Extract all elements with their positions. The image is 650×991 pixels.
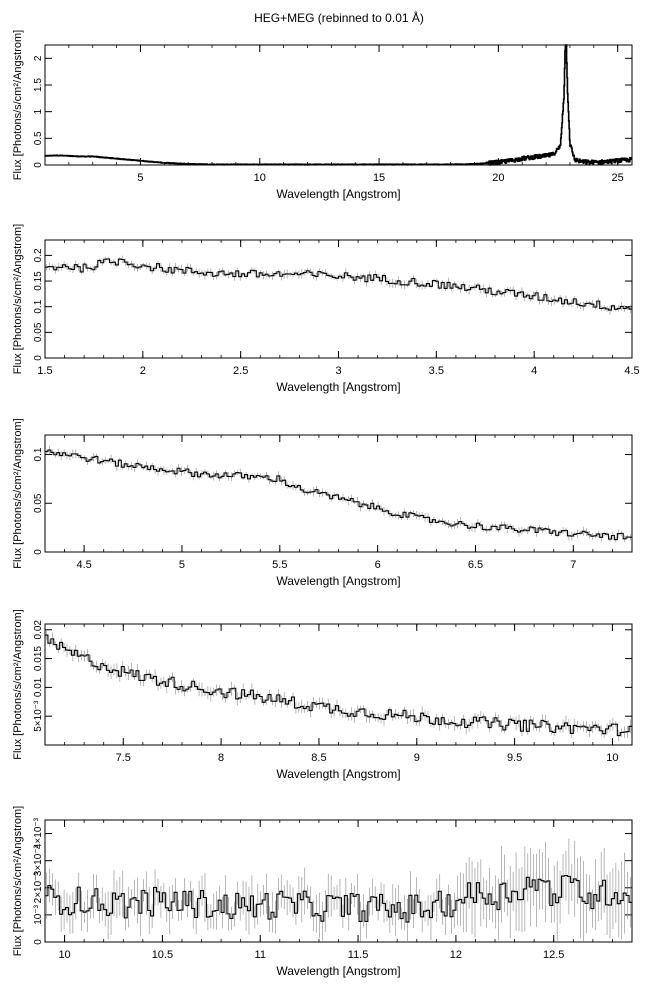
x-tick-label: 12 [450,949,462,961]
x-tick-label: 15 [373,172,385,184]
x-tick-label: 2 [140,365,146,377]
y-tick-label: 10⁻³ [33,904,44,924]
y-tick-label: 0 [33,162,44,168]
spectrum-figure: HEG+MEG (rebinned to 0.01 Å) 5 10 15 20 2500… [0,0,650,991]
y-tick-label: 0.02 [33,620,44,640]
x-tick-label: 10 [254,172,266,184]
x-tick-label: 4 [531,365,537,377]
figure-title: HEG+MEG (rebinned to 0.01 Å) [254,10,424,25]
y-tick-label: 0.5 [33,131,44,145]
panel-4: 7.5 8 8.5 9 9.5 10 5×10⁻³ 0.01 0.015 0.02 Waveleng… [12,609,632,781]
error-bars [46,256,630,315]
x-axis-label: Wavelength [Angstrom] [276,767,400,781]
y-tick-label: 0 [33,939,44,945]
x-axis-label: Wavelength [Angstrom] [276,380,400,394]
x-tick-label: 6 [375,559,381,571]
x-tick-label: 10.5 [152,949,173,961]
x-tick-label: 10 [606,752,618,764]
x-tick-label: 4.5 [624,365,639,377]
x-tick-label: 4.5 [76,559,91,571]
x-tick-label: 10 [58,949,70,961]
x-tick-label: 7.5 [116,752,131,764]
x-tick-label: 1.5 [37,365,52,377]
y-tick-label: 1.5 [33,78,44,92]
x-tick-label: 12.5 [543,949,564,961]
y-tick-label: 0.1 [33,447,44,461]
y-axis-label: Flux [Photons/s/cm²/Angstrom] [12,418,24,568]
x-axis-label: Wavelength [Angstrom] [276,964,400,978]
x-tick-label: 7 [570,559,576,571]
panel-2: 1.5 2 2.5 3 3.5 4 4.5 0 0.05 0.1 0.15 0.2 Wavelength… [12,224,640,394]
x-axis-label: Wavelength [Angstrom] [276,574,400,588]
y-axis-label: Flux [Photons/s/cm²/Angstrom] [12,224,24,374]
x-tick-label: 2.5 [233,365,248,377]
x-tick-label: 5 [137,172,143,184]
panel-1: 5 10 15 20 25 0 0.5 1 1.5 2 Wavelength [Angstrom] F… [12,30,632,201]
spectrum-line [45,259,632,310]
error-bars [46,838,630,942]
y-tick-label: 0.05 [33,322,44,342]
x-tick-label: 8 [218,752,224,764]
y-tick-label: 0.15 [33,271,44,291]
y-tick-label: 0 [33,549,44,555]
x-tick-label: 9 [414,752,420,764]
panel-5: 10 10.5 11 11.5 12 12.5010⁻³2×10⁻³3×10⁻³4×10⁻… [12,806,632,978]
y-axis-label: Flux [Photons/s/cm²/Angstrom] [12,609,24,759]
x-tick-label: 6.5 [468,559,483,571]
x-tick-label: 25 [612,172,624,184]
x-tick-label: 5.5 [272,559,287,571]
y-tick-label: 0.01 [33,677,44,697]
y-tick-label: 0.2 [33,248,44,262]
x-tick-label: 3.5 [429,365,444,377]
y-tick-label: 0.1 [33,299,44,313]
plot-frame [45,435,632,552]
y-tick-label: 0 [33,355,44,361]
y-tick-label: 0.015 [33,646,44,671]
y-tick-label: 5×10⁻³ [33,700,44,732]
y-tick-label: 0.05 [33,493,44,513]
y-axis-label: Flux [Photons/s/cm²/Angstrom] [12,806,24,956]
x-tick-label: 20 [492,172,504,184]
spectrum-line [45,45,632,165]
x-tick-label: 8.5 [311,752,326,764]
x-tick-label: 3 [335,365,341,377]
x-tick-label: 5 [179,559,185,571]
y-axis-label: Flux [Photons/s/cm²/Angstrom] [12,30,24,180]
plot-frame [45,624,632,745]
spectrum-line [45,635,632,735]
error-bars [46,445,630,542]
spectrum-line [45,876,632,923]
y-tick-label: 4×10⁻³ [33,817,44,849]
x-tick-label: 11 [255,949,266,961]
error-bars [46,630,630,741]
plot-frame [45,45,632,165]
y-tick-label: 2 [33,55,44,61]
y-tick-label: 1 [33,108,44,114]
spectrum-line [45,450,632,540]
panel-3: 4.5 5 5.5 6 6.5 7 0 0.05 0.1 Wavelength [Angstrom… [12,418,632,588]
x-tick-label: 9.5 [507,752,522,764]
x-tick-label: 11.5 [348,949,369,961]
x-axis-label: Wavelength [Angstrom] [276,187,400,201]
